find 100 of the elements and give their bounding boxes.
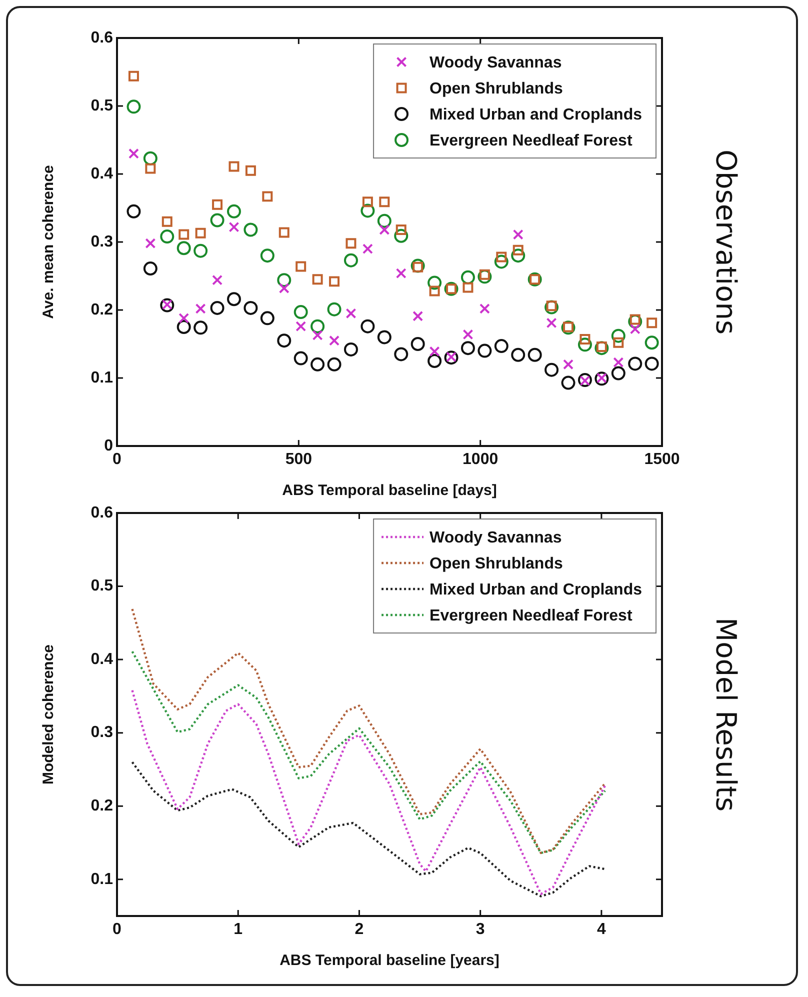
legend-label: Open Shrublands bbox=[430, 555, 563, 572]
y-tick-label: 0.6 bbox=[90, 504, 114, 522]
point bbox=[578, 338, 592, 352]
point bbox=[277, 334, 292, 348]
point bbox=[210, 300, 224, 315]
line-series bbox=[131, 689, 606, 896]
point bbox=[176, 241, 191, 256]
point bbox=[444, 350, 458, 365]
point bbox=[195, 303, 206, 314]
point bbox=[646, 318, 658, 328]
point bbox=[396, 268, 406, 279]
point bbox=[611, 328, 626, 343]
point bbox=[630, 324, 640, 334]
legend-label: Evergreen Needleaf Forest bbox=[430, 607, 633, 624]
point bbox=[594, 341, 609, 356]
point bbox=[228, 161, 240, 172]
y-tick-label: 0.5 bbox=[90, 97, 114, 114]
point bbox=[178, 312, 190, 324]
y-tick-label: 0.2 bbox=[90, 301, 114, 318]
x-tick-label: 4 bbox=[596, 921, 606, 938]
text: Observations bbox=[710, 149, 743, 335]
point bbox=[327, 302, 342, 316]
y-tick-label: 0.1 bbox=[90, 369, 114, 386]
point bbox=[126, 100, 141, 114]
y-tick-label: 0.5 bbox=[90, 578, 114, 595]
point bbox=[294, 351, 308, 366]
point bbox=[327, 357, 342, 372]
point bbox=[394, 228, 408, 243]
point bbox=[379, 196, 390, 208]
point bbox=[212, 274, 223, 286]
point bbox=[428, 354, 442, 368]
point bbox=[245, 165, 256, 176]
point bbox=[210, 213, 224, 228]
point bbox=[278, 283, 290, 294]
point bbox=[511, 348, 526, 362]
point bbox=[296, 321, 306, 332]
x-axis-title: ABS Temporal baseline [days] bbox=[282, 482, 497, 500]
point bbox=[613, 357, 624, 368]
point bbox=[143, 262, 158, 276]
point bbox=[544, 300, 559, 314]
point bbox=[644, 356, 659, 371]
point bbox=[312, 330, 323, 340]
point bbox=[410, 258, 425, 273]
point bbox=[628, 356, 642, 371]
point bbox=[644, 336, 659, 350]
legend-label: Mixed Urban and Croplands bbox=[430, 581, 642, 598]
point bbox=[160, 298, 174, 312]
point bbox=[512, 244, 524, 256]
point bbox=[511, 248, 526, 263]
point bbox=[429, 346, 440, 357]
y-tick-label: 0.4 bbox=[90, 165, 114, 182]
point bbox=[346, 238, 356, 249]
point bbox=[494, 254, 508, 269]
point bbox=[310, 319, 325, 334]
point bbox=[294, 305, 308, 320]
point bbox=[296, 261, 306, 272]
x-tick-label: 2 bbox=[354, 921, 364, 938]
line-series bbox=[131, 761, 606, 898]
point bbox=[312, 274, 323, 285]
y-tick-label: 0.3 bbox=[90, 724, 114, 742]
point bbox=[563, 359, 574, 370]
text: Model Results bbox=[710, 617, 743, 812]
y-tick-label: 0.3 bbox=[90, 233, 114, 250]
point bbox=[260, 248, 274, 263]
point bbox=[613, 337, 624, 348]
point bbox=[195, 228, 206, 238]
point bbox=[162, 216, 172, 227]
point bbox=[128, 148, 139, 159]
y-tick-label: 0.6 bbox=[90, 29, 114, 46]
point bbox=[360, 319, 375, 334]
point bbox=[611, 366, 626, 380]
point bbox=[460, 341, 475, 356]
point bbox=[512, 229, 524, 240]
point bbox=[360, 204, 375, 218]
point bbox=[544, 362, 559, 377]
point bbox=[244, 222, 258, 237]
point bbox=[410, 337, 425, 351]
y-axis-title: Modeled coherence bbox=[40, 644, 58, 785]
legend-label: Evergreen Needleaf Forest bbox=[430, 132, 633, 150]
x-tick-label: 3 bbox=[476, 921, 485, 938]
point bbox=[262, 191, 273, 202]
point bbox=[429, 286, 440, 296]
point bbox=[143, 151, 158, 166]
point bbox=[194, 244, 208, 258]
point bbox=[178, 229, 190, 240]
point bbox=[479, 303, 490, 314]
point bbox=[428, 276, 442, 290]
x-tick-label: 1 bbox=[234, 921, 243, 938]
point bbox=[546, 318, 557, 328]
legend-label: Woody Savannas bbox=[430, 529, 562, 546]
point bbox=[462, 282, 474, 293]
x-tick-label: 500 bbox=[285, 451, 312, 468]
point bbox=[377, 330, 392, 344]
point bbox=[379, 224, 390, 236]
point bbox=[377, 214, 392, 228]
point bbox=[244, 300, 258, 315]
point bbox=[329, 335, 340, 346]
point bbox=[561, 376, 576, 390]
y-tick-label: 0.4 bbox=[90, 650, 114, 668]
point bbox=[226, 204, 241, 218]
